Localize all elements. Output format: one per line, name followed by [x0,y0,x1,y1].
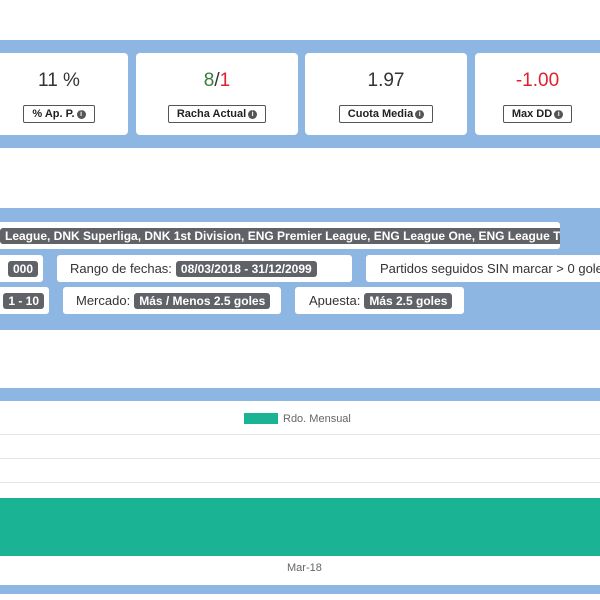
filter-tag: Más 2.5 goles [364,293,453,309]
stat-label: Cuota Media [347,108,414,120]
stat-card-maxdd: -1.00 Max DD i [475,53,600,135]
chart-header-band [0,388,600,401]
filter-partial-2: 000 [0,255,43,282]
stat-label: % Ap. P. [32,108,75,120]
filter-partial-3: 1 - 10 [0,287,49,314]
info-icon: i [415,110,425,119]
chart: Rdo. Mensual Mar-18 [0,401,600,585]
streak-wins: 8 [203,70,215,91]
stat-label-button[interactable]: Cuota Media i [338,105,434,123]
stat-label: Max DD [511,108,553,120]
leagues-tag: League, DNK Superliga, DNK 1st Division,… [0,228,560,244]
streak-losses: 1 [219,70,231,91]
filter-tag: 08/03/2018 - 31/12/2099 [175,261,317,277]
streak-sep: / [214,70,220,91]
stat-label-button[interactable]: % Ap. P. i [23,105,95,123]
bar-mar-18 [0,498,600,556]
filter-tag: 1 - 10 [3,293,44,309]
filter-label: Rango de fechas: [70,261,172,276]
info-icon: i [554,110,564,119]
stat-value: 8/1 [136,70,298,94]
filter-tag: 000 [7,261,38,277]
stat-card-ap: 11 % % Ap. P. i [0,53,128,135]
filter-tag: Más / Menos 2.5 goles [134,293,271,309]
gridline [0,458,600,459]
stat-value: -1.00 [515,70,560,91]
legend-swatch [244,413,278,424]
stat-card-cuota: 1.97 Cuota Media i [305,53,467,135]
filter-streak: Partidos seguidos SIN marcar > 0 goles [366,255,600,282]
filter-dates: Rango de fechas: 08/03/2018 - 31/12/2099 [57,255,352,282]
filter-label: Apuesta: [309,293,361,308]
legend-label: Rdo. Mensual [283,413,351,425]
gridline [0,482,600,483]
filter-label: Mercado: [76,293,131,308]
x-tick-label: Mar-18 [287,562,322,574]
stat-label-button[interactable]: Racha Actual i [167,105,267,123]
stat-card-racha: 8/1 Racha Actual i [136,53,298,135]
filter-label: Partidos seguidos SIN marcar > 0 goles [380,261,600,276]
legend: Rdo. Mensual [244,413,351,425]
info-icon: i [248,110,258,119]
filter-market: Mercado: Más / Menos 2.5 goles [63,287,281,314]
stat-label: Racha Actual [176,108,247,120]
filter-bet: Apuesta: Más 2.5 goles [295,287,464,314]
info-icon: i [76,110,86,119]
stat-value: 1.97 [367,70,405,91]
stat-value: 11 % [38,70,80,91]
filter-leagues: League, DNK Superliga, DNK 1st Division,… [0,222,560,249]
stat-label-button[interactable]: Max DD i [502,105,573,123]
chart-footer-band [0,585,600,594]
gridline [0,434,600,435]
